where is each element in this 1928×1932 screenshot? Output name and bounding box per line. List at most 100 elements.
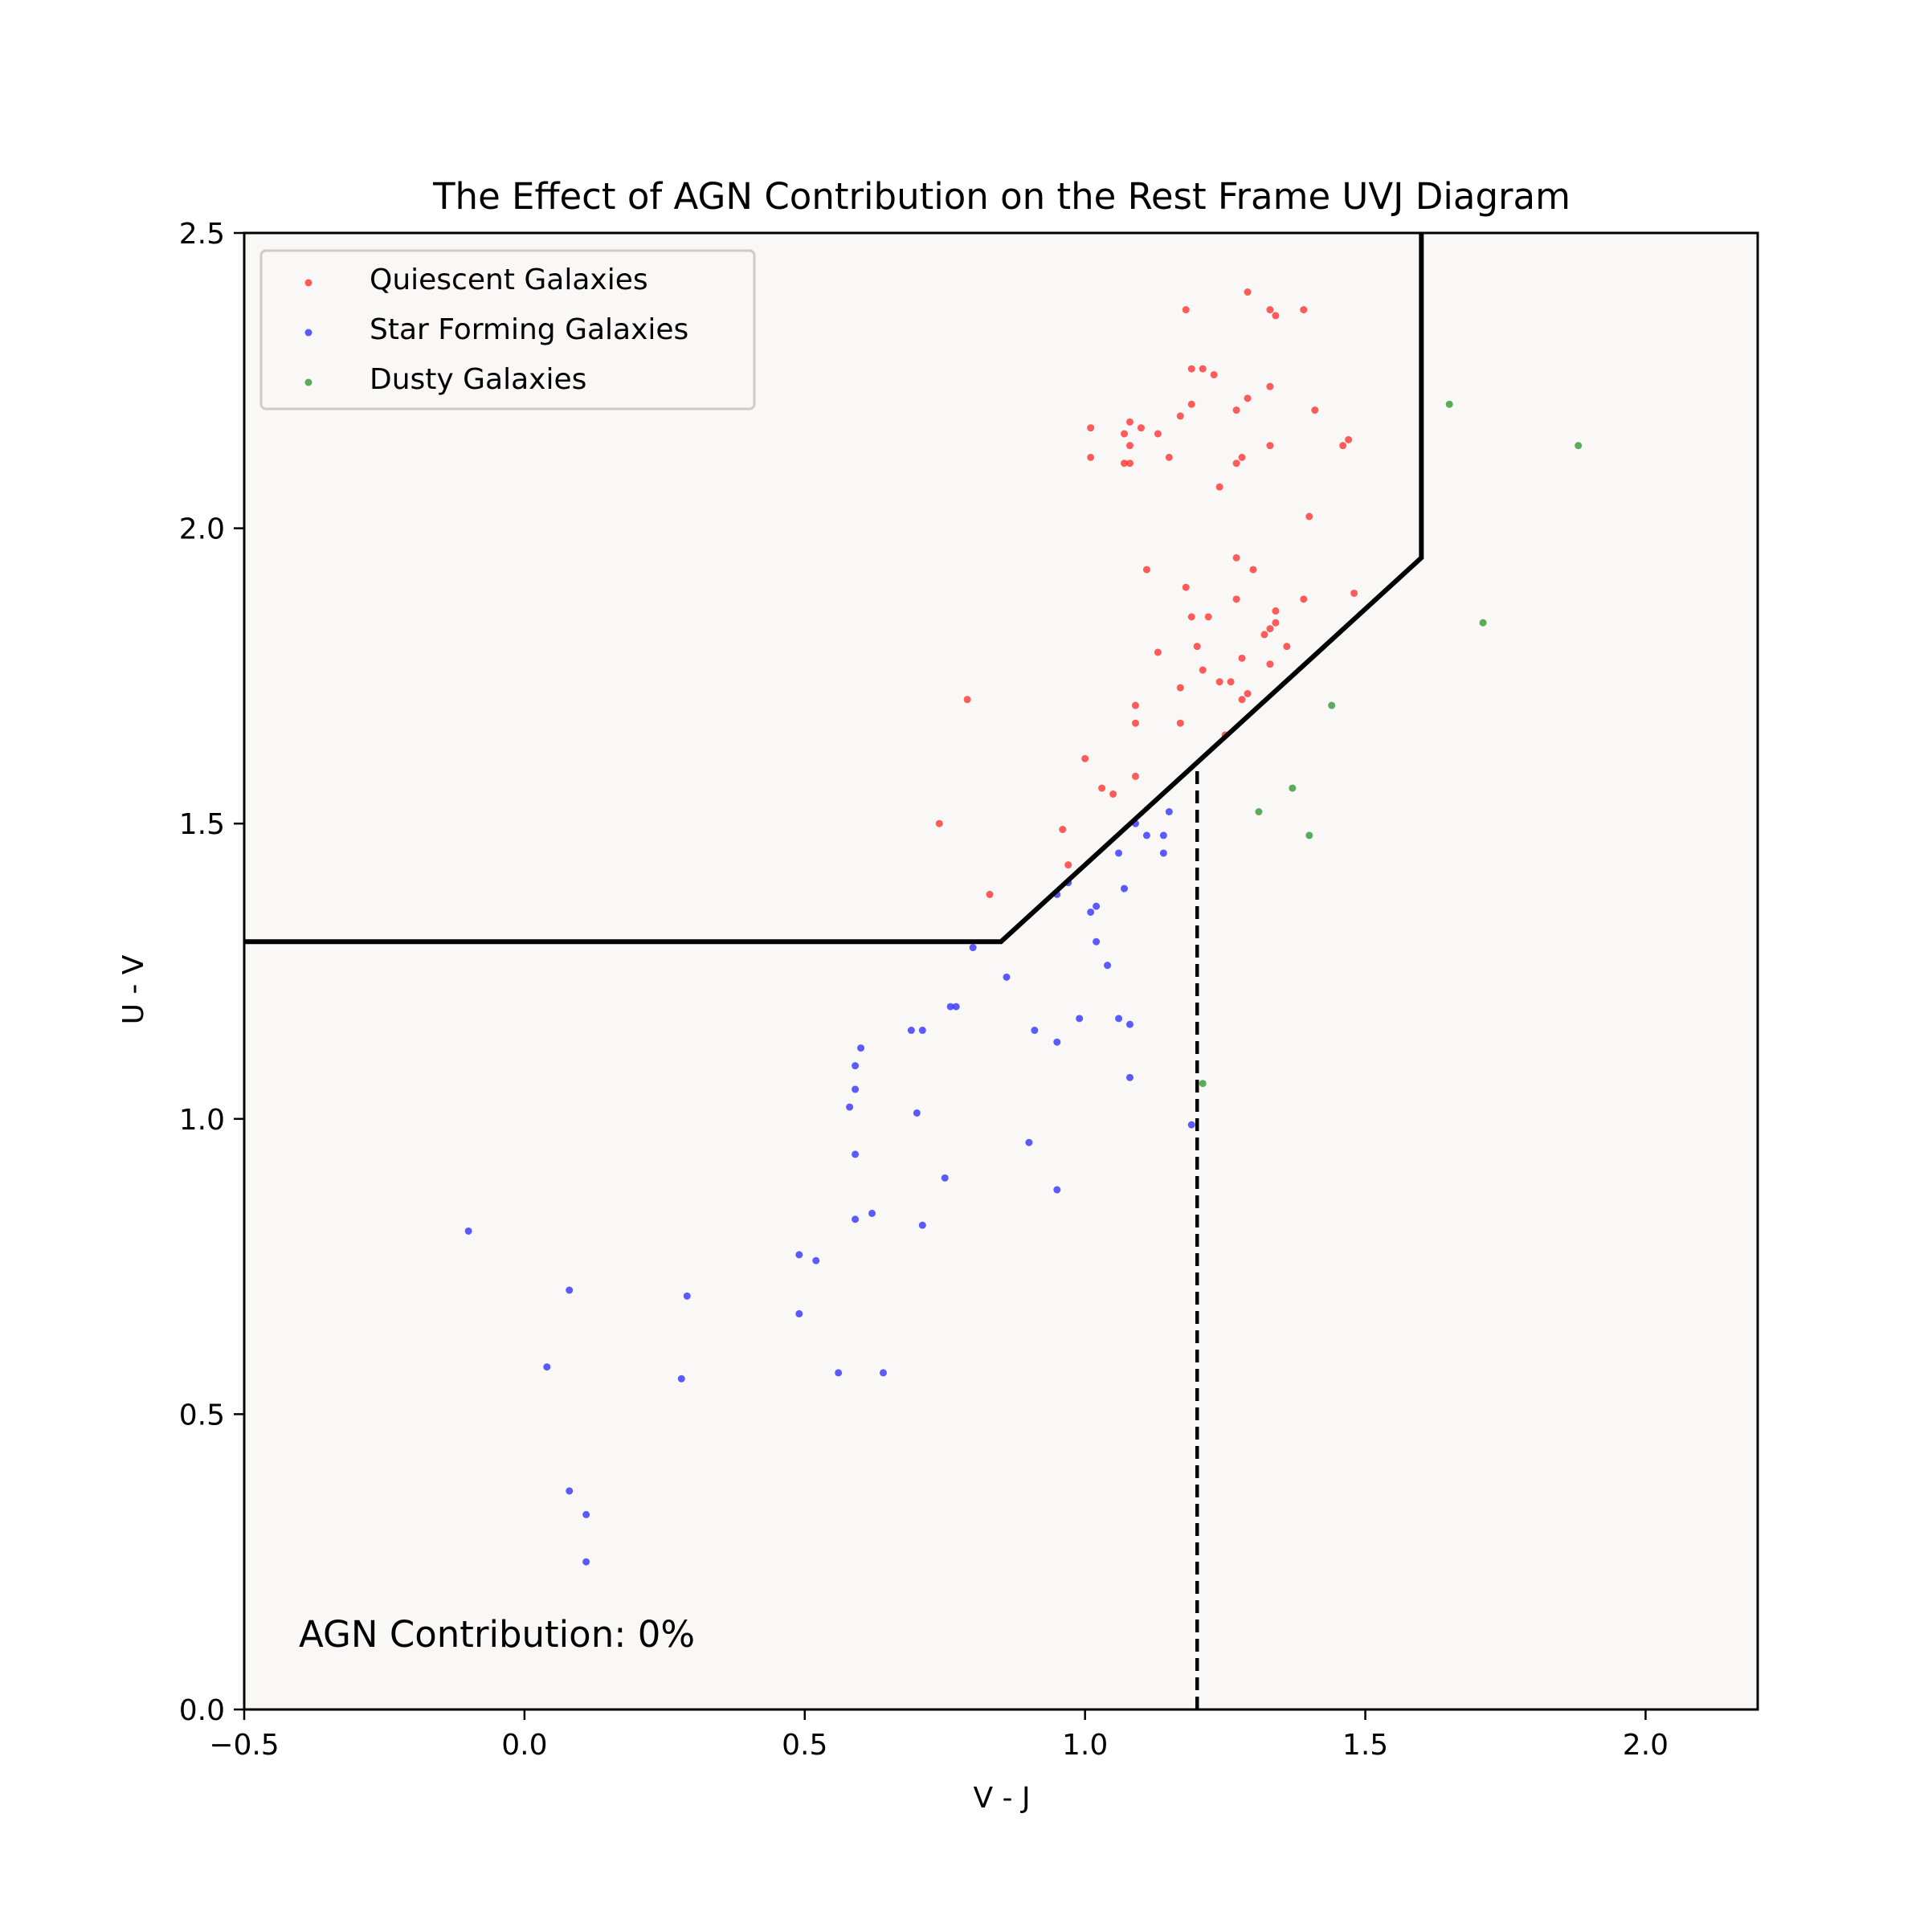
data-point-star-forming-galaxies: [918, 1027, 926, 1035]
data-point-star-forming-galaxies: [941, 1174, 949, 1182]
data-point-quiescent-galaxies: [1232, 406, 1240, 415]
data-point-quiescent-galaxies: [1125, 418, 1134, 426]
data-point-dusty-galaxies: [1479, 619, 1487, 627]
legend-marker: [304, 329, 312, 337]
x-tick-label: 0.0: [501, 1729, 547, 1762]
data-point-star-forming-galaxies: [677, 1374, 685, 1383]
x-tick-label: −0.5: [209, 1729, 279, 1762]
data-point-star-forming-galaxies: [543, 1363, 551, 1371]
data-point-dusty-galaxies: [1445, 400, 1453, 408]
data-point-quiescent-galaxies: [1182, 583, 1190, 591]
boundary-lines: [244, 233, 1424, 1709]
data-point-dusty-galaxies: [1305, 831, 1313, 839]
data-point-star-forming-galaxies: [952, 1003, 960, 1011]
data-point-star-forming-galaxies: [1159, 849, 1167, 857]
legend-label: Quiescent Galaxies: [370, 263, 648, 296]
data-point-star-forming-galaxies: [683, 1292, 691, 1300]
data-point-star-forming-galaxies: [1087, 908, 1095, 916]
data-point-quiescent-galaxies: [1283, 643, 1291, 651]
data-point-star-forming-galaxies: [846, 1103, 854, 1111]
quiescent-selection-boundary: [244, 233, 1424, 945]
data-point-quiescent-galaxies: [1165, 453, 1173, 461]
data-point-quiescent-galaxies: [1345, 435, 1353, 443]
data-point-dusty-galaxies: [1289, 784, 1297, 792]
data-point-star-forming-galaxies: [1053, 1038, 1061, 1046]
data-point-quiescent-galaxies: [1266, 660, 1274, 668]
data-point-dusty-galaxies: [1199, 1080, 1207, 1088]
data-point-quiescent-galaxies: [1210, 370, 1218, 378]
data-point-star-forming-galaxies: [582, 1558, 590, 1566]
data-point-star-forming-galaxies: [566, 1487, 574, 1495]
data-point-quiescent-galaxies: [1187, 613, 1195, 621]
data-point-star-forming-galaxies: [913, 1109, 921, 1117]
data-point-quiescent-galaxies: [1227, 678, 1235, 686]
x-axis-label: V - J: [973, 1782, 1030, 1815]
data-point-quiescent-galaxies: [1125, 460, 1134, 468]
data-point-quiescent-galaxies: [1266, 625, 1274, 633]
data-point-star-forming-galaxies: [879, 1369, 887, 1377]
data-point-quiescent-galaxies: [1300, 306, 1308, 314]
data-point-quiescent-galaxies: [1121, 430, 1129, 438]
legend-box: [259, 249, 756, 410]
data-point-quiescent-galaxies: [1176, 719, 1184, 727]
data-point-quiescent-galaxies: [1087, 453, 1095, 461]
legend-marker: [304, 279, 312, 287]
data-point-quiescent-galaxies: [1260, 631, 1268, 639]
data-point-star-forming-galaxies: [1125, 1073, 1134, 1081]
data-point-quiescent-galaxies: [1187, 400, 1195, 408]
data-point-star-forming-galaxies: [566, 1286, 574, 1294]
legend-label: Dusty Galaxies: [370, 363, 586, 396]
data-point-quiescent-galaxies: [1215, 483, 1223, 491]
data-point-quiescent-galaxies: [1142, 566, 1150, 574]
data-point-star-forming-galaxies: [852, 1150, 860, 1158]
data-point-dusty-galaxies: [1255, 807, 1263, 815]
data-point-dusty-galaxies: [1328, 701, 1336, 709]
legend-entries: Quiescent Galaxies Star Forming Galaxies D…: [304, 263, 688, 396]
data-point-quiescent-galaxies: [1081, 754, 1089, 762]
y-tick-label: 2.5: [179, 218, 225, 251]
data-point-quiescent-galaxies: [1182, 306, 1190, 314]
data-point-quiescent-galaxies: [1204, 613, 1212, 621]
data-point-quiescent-galaxies: [1311, 406, 1319, 415]
data-point-star-forming-galaxies: [969, 944, 977, 952]
data-point-star-forming-galaxies: [835, 1369, 843, 1377]
legend: Quiescent Galaxies Star Forming Galaxies D…: [259, 249, 756, 410]
data-point-star-forming-galaxies: [852, 1215, 860, 1223]
y-tick-label: 1.0: [179, 1104, 225, 1137]
data-point-quiescent-galaxies: [1238, 696, 1246, 704]
y-axis-label: U - V: [117, 954, 150, 1024]
y-axis: 0.0 0.5 1.0 1.5 2.0 2.5: [179, 218, 244, 1727]
data-point-star-forming-galaxies: [1125, 1020, 1134, 1028]
data-point-quiescent-galaxies: [1193, 643, 1201, 651]
data-point-quiescent-galaxies: [1266, 306, 1274, 314]
x-tick-label: 1.5: [1342, 1729, 1388, 1762]
data-point-star-forming-galaxies: [907, 1027, 915, 1035]
data-point-star-forming-galaxies: [1053, 1186, 1061, 1194]
data-point-quiescent-galaxies: [1137, 424, 1145, 432]
data-point-star-forming-galaxies: [1187, 1121, 1195, 1129]
data-point-star-forming-galaxies: [1093, 937, 1101, 946]
data-point-quiescent-galaxies: [1350, 589, 1358, 597]
data-point-quiescent-galaxies: [1266, 382, 1274, 390]
data-point-quiescent-galaxies: [1199, 666, 1207, 674]
data-point-star-forming-galaxies: [1165, 807, 1173, 815]
data-point-quiescent-galaxies: [1272, 312, 1280, 320]
agn-contribution-annotation: AGN Contribution: 0%: [299, 1613, 695, 1656]
y-tick-label: 0.5: [179, 1399, 225, 1432]
data-point-star-forming-galaxies: [1003, 973, 1011, 981]
data-point-star-forming-galaxies: [1031, 1027, 1039, 1035]
data-point-quiescent-galaxies: [1244, 394, 1252, 402]
data-point-star-forming-galaxies: [582, 1510, 590, 1518]
data-point-star-forming-galaxies: [1115, 849, 1123, 857]
x-tick-label: 0.5: [782, 1729, 827, 1762]
plot-area: [244, 233, 1758, 1709]
data-point-star-forming-galaxies: [946, 1003, 954, 1011]
data-point-star-forming-galaxies: [795, 1309, 803, 1317]
x-tick-label: 2.0: [1623, 1729, 1669, 1762]
data-point-quiescent-galaxies: [1339, 442, 1347, 450]
data-point-star-forming-galaxies: [1142, 831, 1150, 839]
plot-frame: [243, 231, 1759, 1711]
data-point-star-forming-galaxies: [1076, 1015, 1084, 1023]
